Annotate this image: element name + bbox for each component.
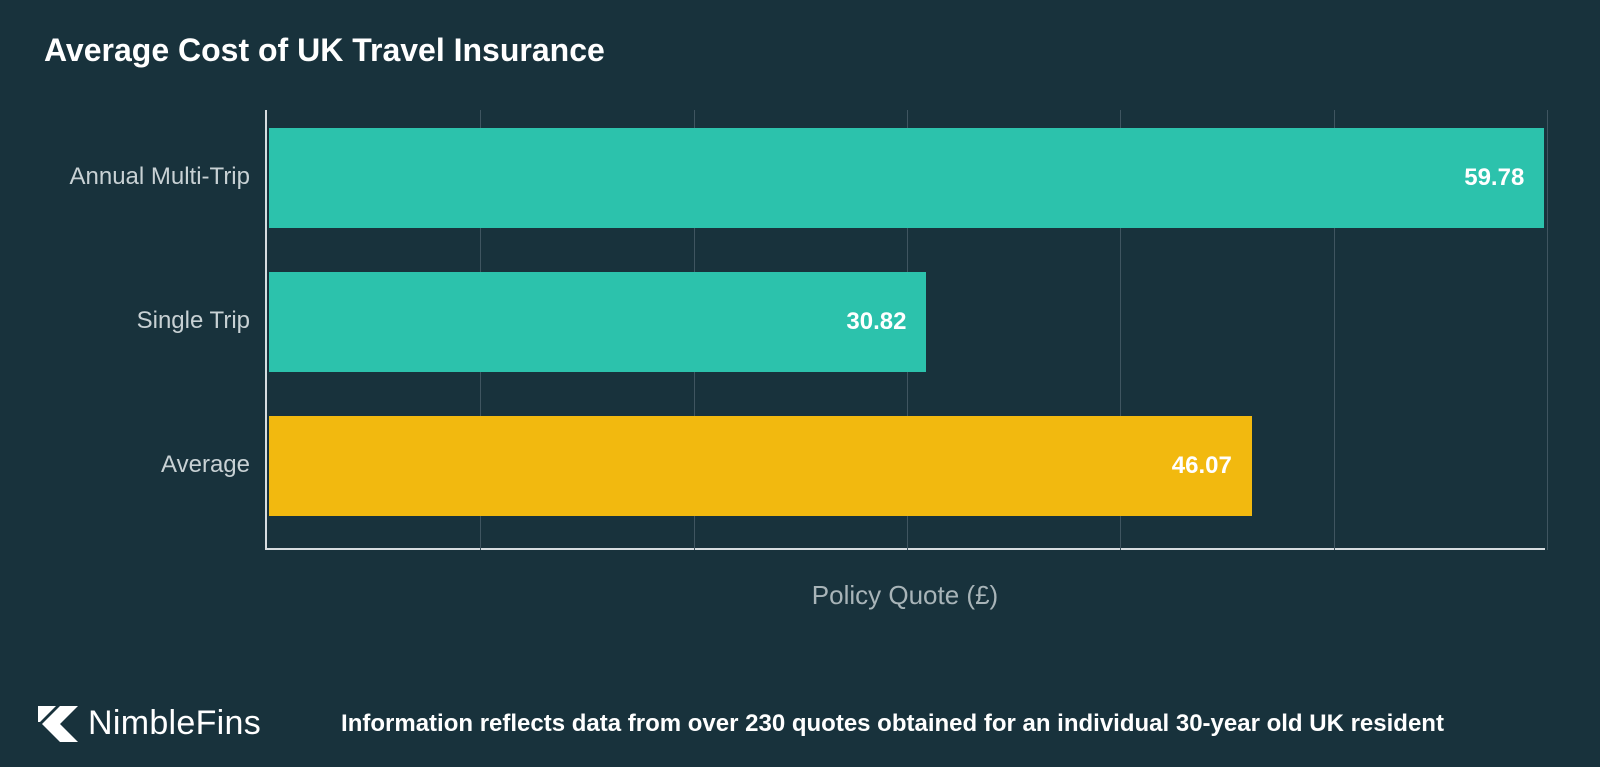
brand: NimbleFins	[38, 704, 261, 743]
gridline	[1547, 110, 1548, 550]
chart-area: 59.78 30.82 46.07	[265, 110, 1545, 550]
x-axis-label: Policy Quote (£)	[265, 580, 1545, 611]
bar: 46.07	[269, 416, 1252, 516]
category-label: Average	[30, 451, 250, 479]
bar: 59.78	[269, 128, 1544, 228]
brand-name: NimbleFins	[88, 704, 261, 743]
brand-chevron-icon	[38, 706, 78, 742]
chart-plot: 59.78 30.82 46.07	[265, 110, 1545, 550]
bar: 30.82	[269, 272, 926, 372]
category-label: Single Trip	[30, 307, 250, 335]
category-label: Annual Multi-Trip	[30, 163, 250, 191]
footnote: Information reflects data from over 230 …	[341, 710, 1444, 738]
chart-title: Average Cost of UK Travel Insurance	[44, 32, 605, 69]
footer: NimbleFins Information reflects data fro…	[0, 704, 1600, 743]
